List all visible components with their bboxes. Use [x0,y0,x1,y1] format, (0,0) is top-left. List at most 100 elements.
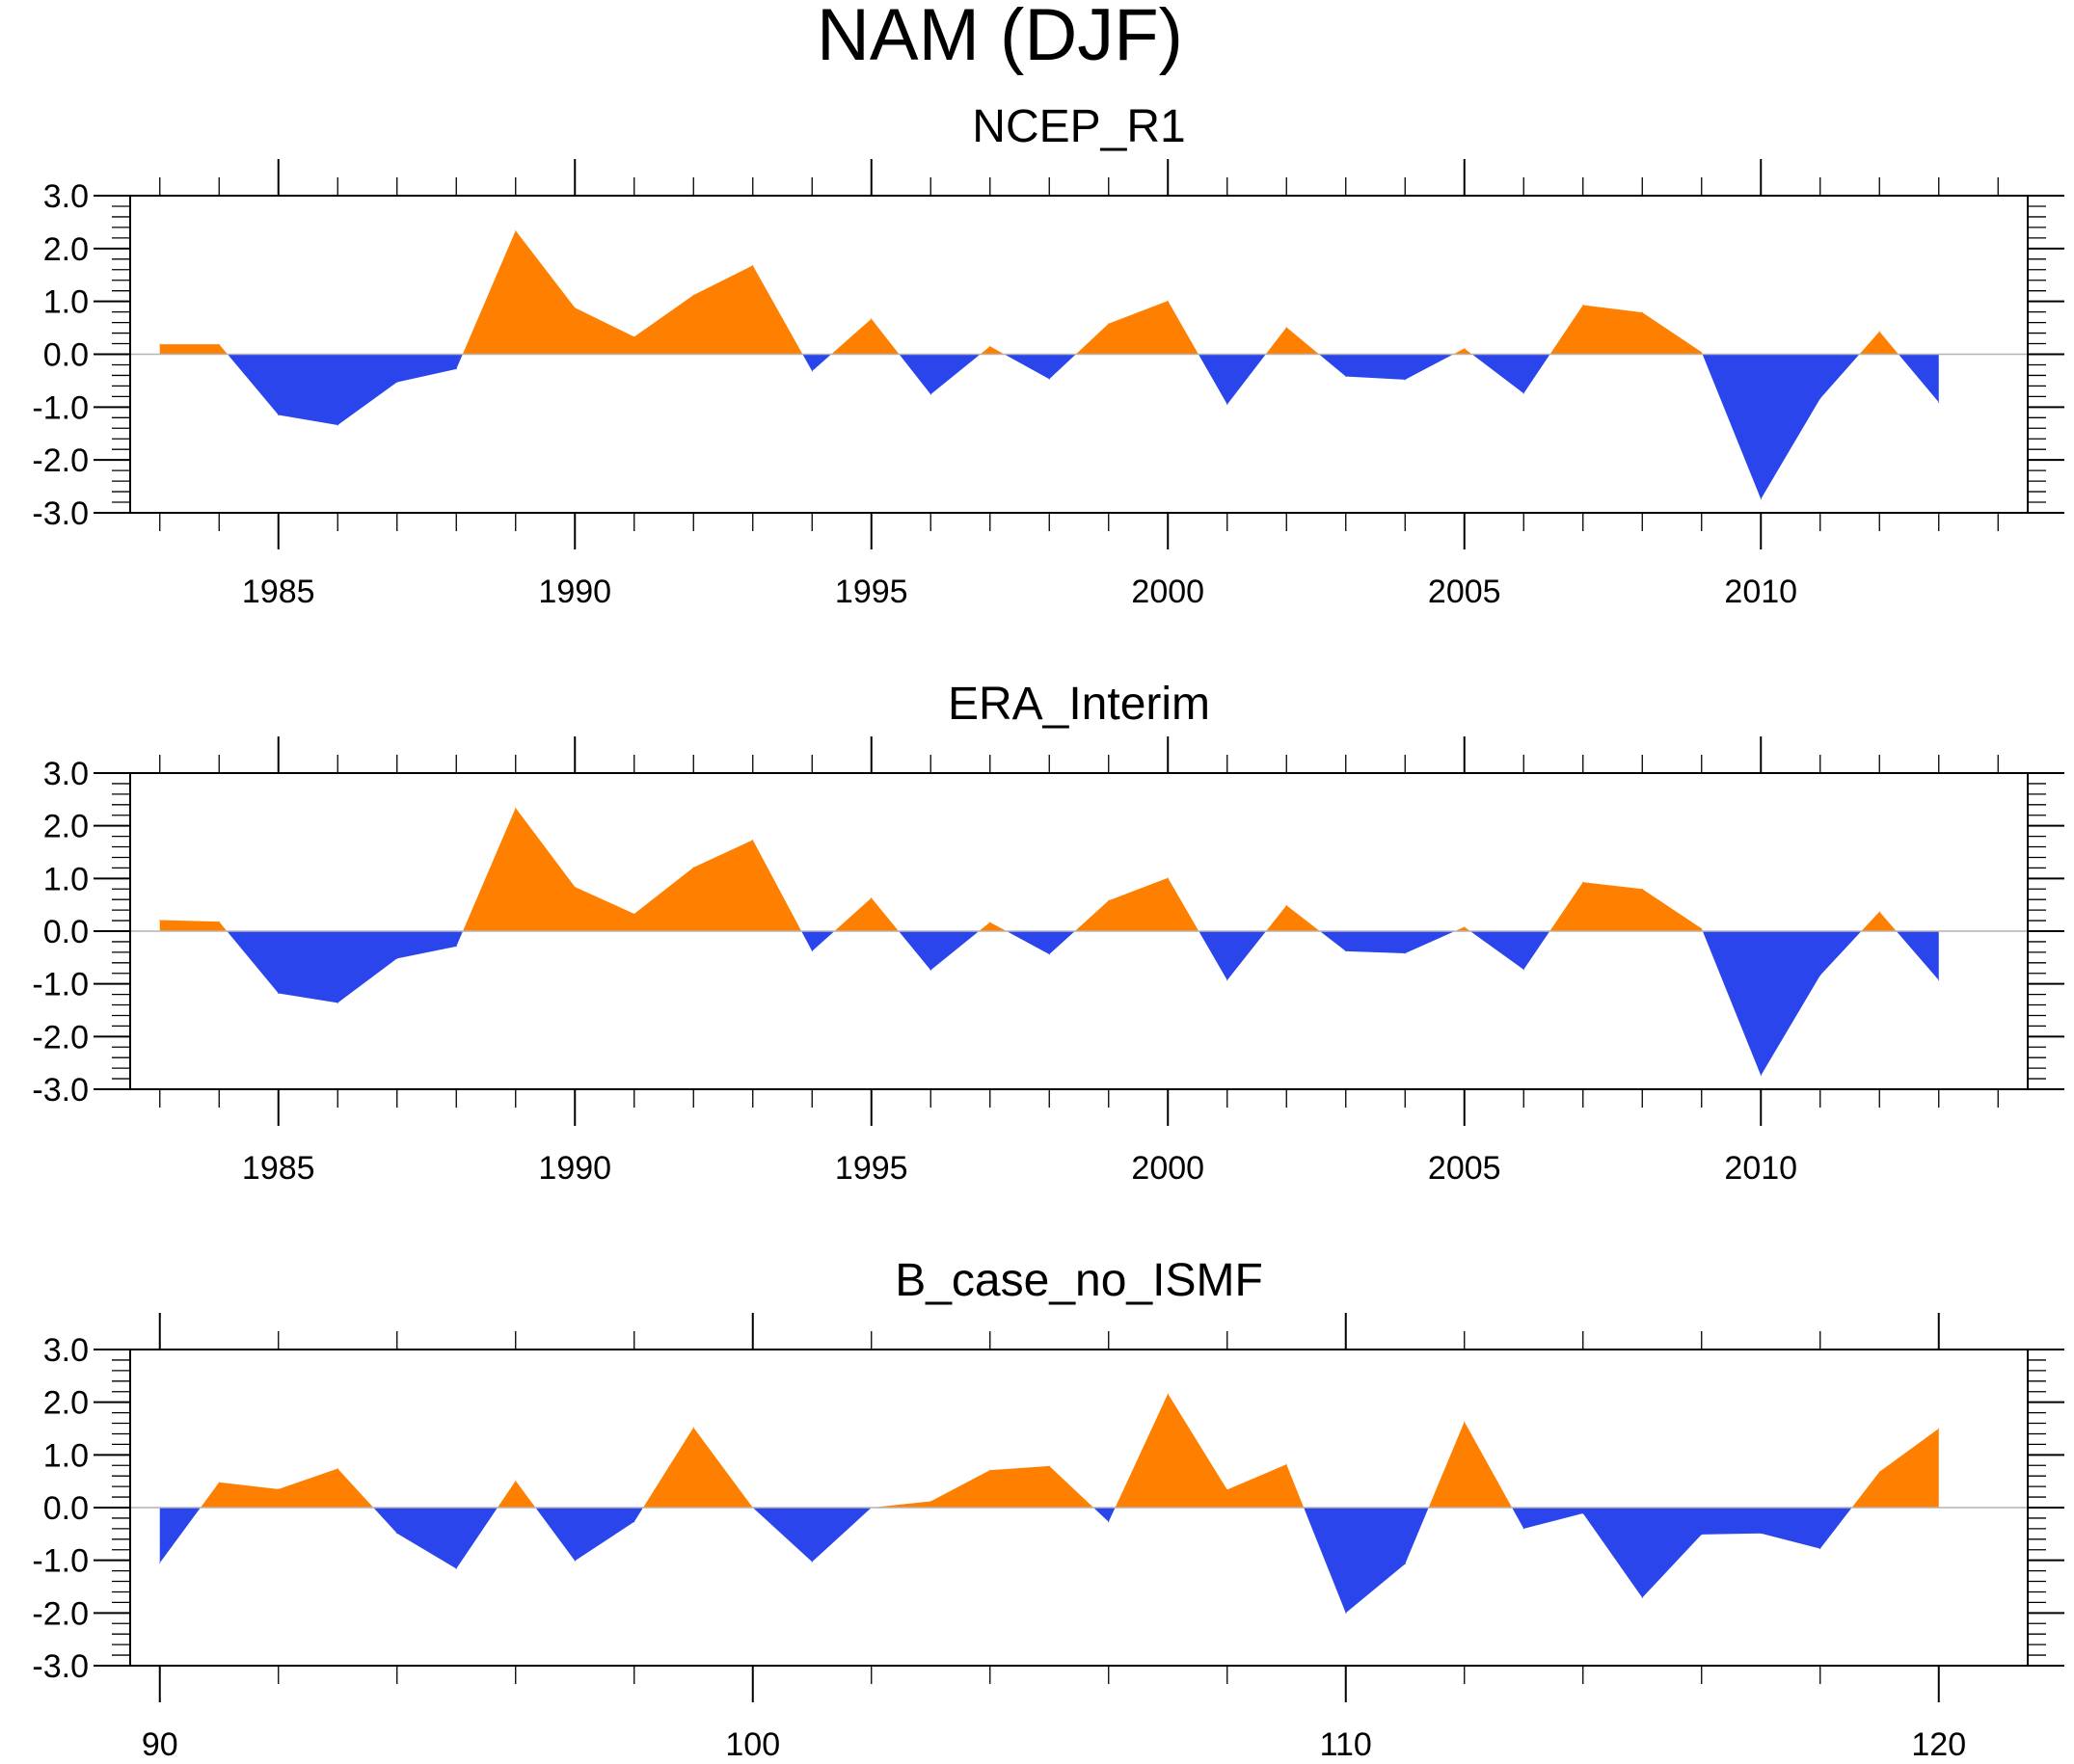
axes: 3.0 2.0 1.0 0.0 -1.0 -2.0 -3.0 1985 1990 1995 2000… [32,159,2064,610]
y-tick-label: 2.0 [43,1385,89,1422]
x-tick-label: 1995 [835,1150,908,1187]
data-point [278,1488,280,1490]
y-tick-label: -1.0 [32,967,89,1003]
data-point [1285,904,1287,906]
data-point [1285,1463,1287,1465]
data-point [1404,379,1406,381]
y-tick-label: 3.0 [43,1332,89,1369]
data-point [871,318,873,320]
positive-area [159,1393,1939,1508]
x-tick-label: 110 [1320,1726,1372,1763]
data-point [633,913,635,915]
data-point [989,1469,991,1471]
data-point [692,867,694,869]
data-point [1108,323,1110,325]
data-point [1938,1428,1940,1430]
data-point [1878,911,1880,913]
data-point [1582,1512,1584,1514]
y-tick-label: -3.0 [32,1648,89,1685]
negative-area [159,1508,1939,1614]
area-marks [159,229,1940,500]
data-point [1701,1534,1703,1536]
y-tick-label: 2.0 [43,809,89,845]
data-point [1522,969,1524,971]
data-point [278,993,280,995]
y-tick-label: 0.0 [43,1490,89,1527]
x-tick-label: 2010 [1724,574,1797,610]
x-tick-label: 120 [1911,1726,1966,1763]
y-tick-label: 3.0 [43,178,89,215]
y-tick-label: -3.0 [32,495,89,532]
data-point [1760,498,1762,500]
data-point [1582,881,1584,883]
y-tick-label: 1.0 [43,1437,89,1474]
data-point [1167,1393,1169,1395]
data-point [218,343,220,345]
y-tick-label: -3.0 [32,1072,89,1109]
data-point [337,1002,338,1003]
data-point [515,229,517,231]
data-point [574,886,576,888]
data-point [1226,404,1228,406]
x-tick-label: 90 [142,1726,178,1763]
data-point [1760,1533,1762,1535]
data-point [811,950,813,952]
area-marks [159,1393,1940,1614]
y-tick-label: -1.0 [32,1543,89,1580]
data-point [752,839,754,841]
data-point [633,1521,635,1523]
x-tick-label: 1985 [242,574,315,610]
data-point [1108,899,1110,901]
panel-era-interim: ERA_Interim 3.0 2.0 1.0 0.0 -1.0 -2.0 -3.0 1985… [32,679,2064,1187]
x-tick-label: 2000 [1131,574,1204,610]
x-tick-label: 1985 [242,1150,315,1187]
data-point [1167,300,1169,302]
data-point [1701,927,1703,929]
data-point [1464,347,1466,349]
data-point [515,1480,517,1482]
data-point [455,946,457,948]
y-tick-label: -2.0 [32,1019,89,1056]
data-point [218,1482,220,1483]
x-tick-label: 1995 [835,574,908,610]
data-point [1819,398,1821,400]
data-point [1048,378,1050,380]
panel-title: B_case_no_ISMF [895,1255,1263,1306]
data-point [455,368,457,370]
positive-area [159,230,1939,355]
y-tick-label: 1.0 [43,861,89,897]
y-tick-label: 0.0 [43,914,89,950]
data-point [515,807,517,809]
x-tick-label: 1990 [538,574,611,610]
data-point [159,920,161,922]
data-point [811,1561,813,1563]
data-point [1878,331,1880,333]
axes: 3.0 2.0 1.0 0.0 -1.0 -2.0 -3.0 1985 1990 1995 2000… [32,736,2064,1187]
data-point [1345,1612,1347,1614]
data-point [1760,1075,1762,1077]
data-point [1464,926,1466,928]
data-point [1641,888,1643,890]
data-point [1938,401,1940,403]
data-point [1819,1548,1821,1550]
y-tick-label: -2.0 [32,442,89,479]
panel-ncep-r1: NCEP_R1 3.0 2.0 1.0 0.0 -1.0 -2.0 -3.0 1985 1990… [32,101,2064,610]
data-point [989,345,991,347]
data-point [1819,975,1821,976]
data-point [1641,311,1643,313]
panel-b-case-no-ismf: B_case_no_ISMF 3.0 2.0 1.0 0.0 -1.0 -2.0 -3.0 9… [32,1255,2064,1763]
data-point [1226,1488,1228,1490]
data-point [871,897,873,899]
figure-title: NAM (DJF) [817,0,1183,76]
data-point [396,382,398,384]
axes: 3.0 2.0 1.0 0.0 -1.0 -2.0 -3.0 90 100 110 120 [32,1313,2064,1763]
data-point [1345,376,1347,378]
data-point [337,1468,338,1470]
data-point [337,424,338,426]
data-point [159,343,161,345]
data-point [1522,392,1524,394]
y-tick-label: 0.0 [43,337,89,374]
data-point [929,393,931,395]
data-point [1048,953,1050,955]
